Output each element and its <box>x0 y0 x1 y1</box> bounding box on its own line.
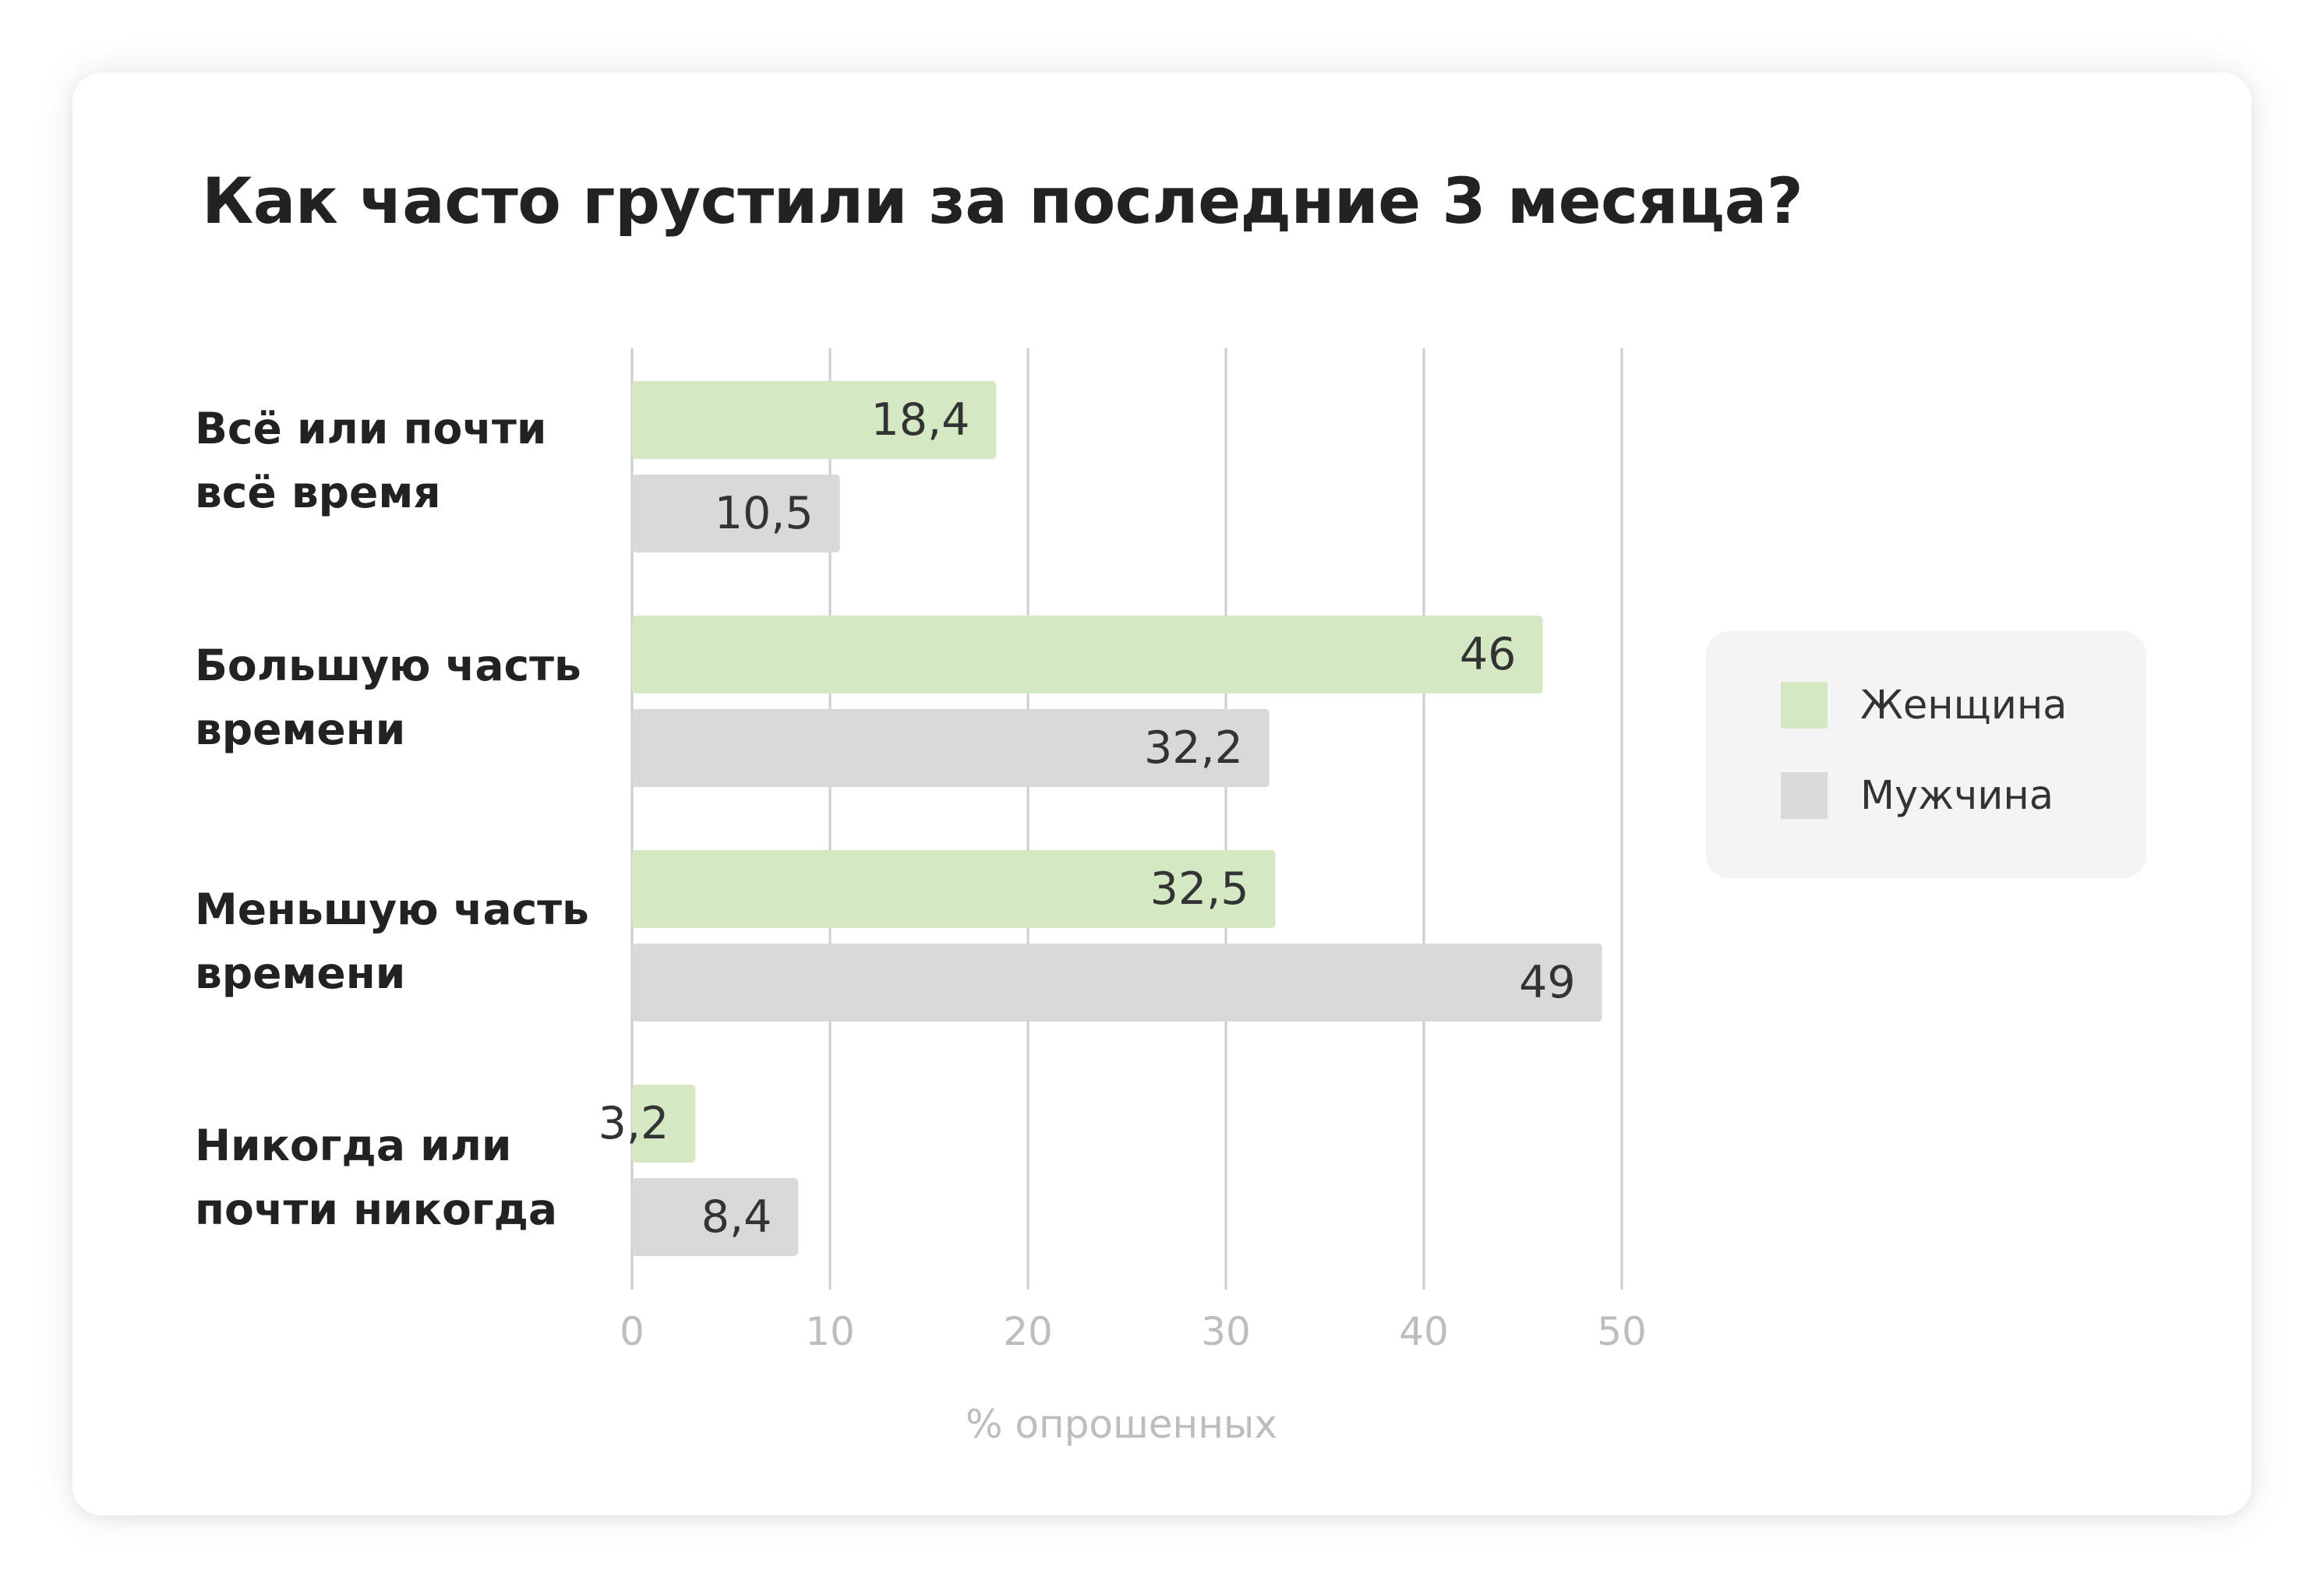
bar-men <box>632 709 1270 787</box>
category-label-line: почти никогда <box>195 1184 558 1234</box>
data-label: 10,5 <box>715 488 814 539</box>
legend: Женщина Мужчина <box>1706 631 2146 878</box>
data-label: 18,4 <box>871 394 970 446</box>
x-tick-label: 20 <box>1003 1309 1053 1354</box>
category-label-most: Большую часть времени <box>195 633 600 761</box>
category-label-line: Никогда или <box>195 1120 512 1170</box>
category-label-line: времени <box>195 704 406 754</box>
bar-men <box>632 475 840 552</box>
data-label: 49 <box>1519 957 1576 1008</box>
legend-label-men: Мужчина <box>1860 772 2054 819</box>
bar-men <box>632 1178 799 1256</box>
data-label: 8,4 <box>701 1191 772 1243</box>
bar-women <box>632 850 1276 928</box>
data-label: 32,5 <box>1150 863 1249 915</box>
legend-item-men: Мужчина <box>1781 772 2054 819</box>
category-label-never: Никогда или почти никогда <box>195 1113 600 1241</box>
legend-item-women: Женщина <box>1781 682 2067 729</box>
chart-title: Как часто грустили за последние 3 месяца… <box>202 165 1803 238</box>
x-tick-label: 10 <box>805 1309 855 1354</box>
data-label: 32,2 <box>1144 722 1243 774</box>
x-tick-label: 0 <box>620 1309 645 1354</box>
x-tick-label: 30 <box>1201 1309 1251 1354</box>
category-label-line: Большую часть <box>195 640 581 690</box>
category-label-always: Всё или почти всё время <box>195 397 600 524</box>
category-label-less: Меньшую часть времени <box>195 877 600 1005</box>
category-label-line: Меньшую часть <box>195 884 589 934</box>
data-label: 46 <box>1460 629 1517 680</box>
category-label-line: всё время <box>195 468 441 517</box>
bar-men <box>632 944 1602 1022</box>
legend-swatch-men <box>1781 772 1828 819</box>
legend-label-women: Женщина <box>1860 682 2068 729</box>
bar-women <box>632 381 997 459</box>
legend-swatch-women <box>1781 682 1828 729</box>
bar-women <box>632 1085 696 1163</box>
x-tick-label: 40 <box>1399 1309 1449 1354</box>
data-label: 3,2 <box>599 1098 669 1149</box>
category-label-line: Всё или почти <box>195 404 547 453</box>
bar-women <box>632 616 1543 693</box>
x-tick-label: 50 <box>1597 1309 1647 1354</box>
category-label-line: времени <box>195 948 406 998</box>
x-axis-label: % опрошенных <box>966 1402 1277 1447</box>
